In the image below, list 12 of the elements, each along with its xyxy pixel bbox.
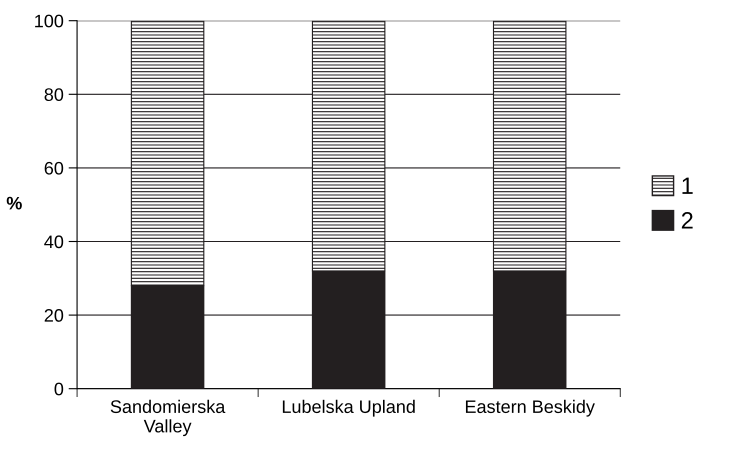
x-tick-label: Sandomierska Valley	[110, 400, 226, 436]
y-tick-label: 0	[54, 382, 64, 396]
y-tick-label: 60	[44, 162, 64, 175]
legend-label: 1	[682, 178, 693, 194]
y-tick-label: 20	[44, 309, 64, 322]
legend-label: 2	[682, 212, 693, 229]
y-tick-label: 80	[44, 88, 64, 102]
y-tick-label: 100	[35, 14, 64, 28]
y-tick-label: 40	[44, 235, 64, 248]
y-axis-title: %	[6, 196, 22, 210]
x-tick-label: Lubelska Upland	[282, 400, 415, 417]
x-tick-label: Eastern Beskidy	[466, 400, 595, 417]
